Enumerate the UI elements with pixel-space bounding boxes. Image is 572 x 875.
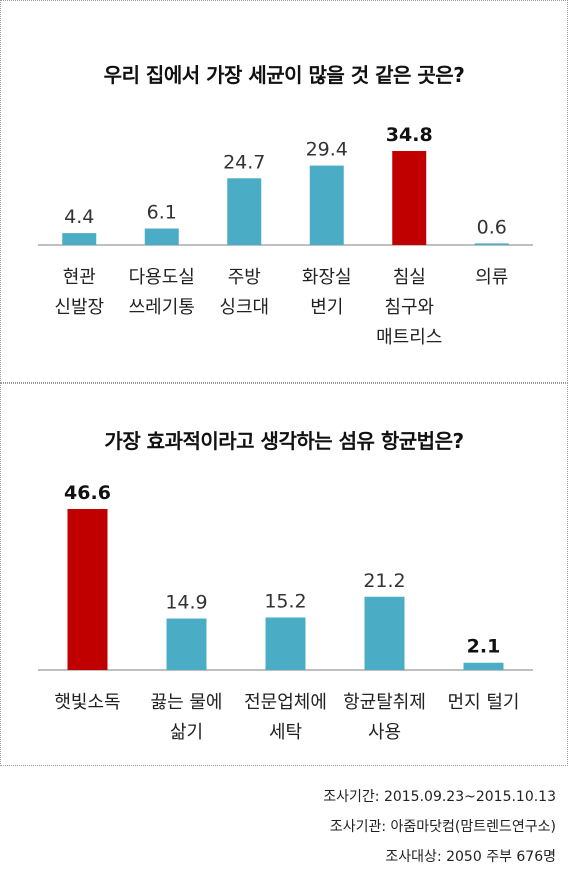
chart-panel-antibacterial-method: 가장 효과적이라고 생각하는 섬유 항균법은? 46.6 햇빛소독 14.9 끓는 물… (0, 383, 568, 766)
category-label: 침실 (393, 267, 426, 288)
category-label: 쓰레기통 (129, 297, 195, 318)
category-label: 화장실 (302, 267, 352, 288)
bar (144, 228, 179, 245)
data-label: 15.2 (264, 590, 306, 612)
category-label: 끓는 물에 (151, 692, 223, 713)
category-label: 신발장 (54, 297, 104, 318)
footer-survey-target: 조사대상: 2050 주부 676명 (385, 849, 556, 865)
data-label: 24.7 (223, 151, 265, 173)
category-label: 다용도실 (129, 267, 195, 288)
category-label: 현관 (63, 267, 96, 288)
chart-title: 가장 효과적이라고 생각하는 섬유 항균법은? (104, 429, 464, 453)
data-label: 6.1 (147, 202, 177, 224)
category-label: 삶기 (170, 722, 203, 743)
category-label: 싱크대 (219, 297, 269, 318)
data-label: 4.4 (64, 206, 94, 228)
category-label: 세탁 (269, 722, 302, 743)
bar (463, 662, 504, 670)
footer-survey-agency: 조사기관: 아줌마닷컴(맘트렌드연구소) (329, 819, 556, 835)
data-label: 2.1 (467, 636, 501, 658)
data-label: 0.6 (477, 216, 507, 238)
chart-title: 우리 집에서 가장 세균이 많을 것 같은 곳은? (103, 63, 465, 87)
category-label: 주방 (228, 267, 261, 288)
bar (474, 243, 509, 245)
category-label: 먼지 털기 (448, 692, 520, 713)
bar (227, 178, 262, 245)
data-label: 21.2 (363, 570, 405, 592)
bar (67, 509, 108, 670)
category-label: 침구와 (384, 297, 434, 318)
bar (309, 165, 344, 245)
footer-survey-period: 조사기간: 2015.09.23~2015.10.13 (323, 789, 556, 805)
data-label: 14.9 (165, 592, 207, 614)
category-label: 매트리스 (376, 327, 442, 348)
bar (392, 151, 427, 245)
category-label: 항균탈취제 (343, 692, 426, 713)
bar (166, 618, 207, 670)
category-label: 의류 (475, 267, 508, 288)
bar (364, 596, 405, 670)
data-label: 46.6 (64, 482, 111, 504)
category-label: 전문업체에 (244, 692, 327, 713)
category-label: 햇빛소독 (54, 692, 120, 713)
bar (62, 233, 97, 245)
data-label: 34.8 (386, 124, 433, 146)
category-label: 변기 (310, 297, 343, 318)
category-label: 사용 (368, 722, 401, 743)
data-label: 29.4 (306, 139, 348, 161)
bar (265, 617, 306, 670)
